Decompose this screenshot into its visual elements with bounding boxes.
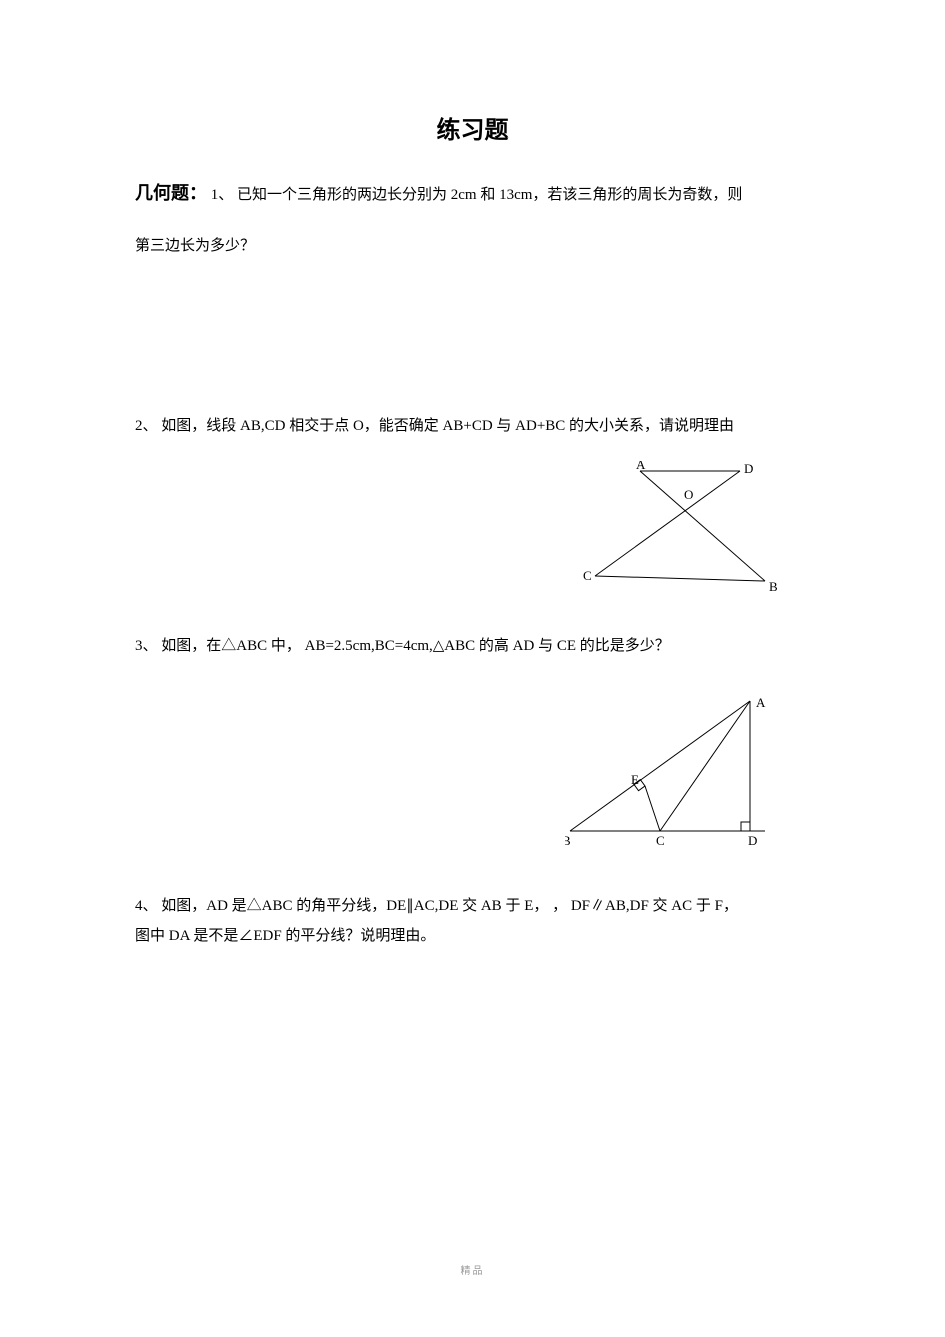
problem-3-text: 如图，在△ABC 中， AB=2.5cm,BC=4cm,△ABC 的高 AD 与… <box>161 638 669 654</box>
problem-1-num: 1、 <box>211 187 234 203</box>
problem-4-line1: 如图，AD 是△ABC 的角平分线，DE∥AC,DE 交 AB 于 E， ， D… <box>161 898 738 914</box>
problem-2-figure-wrap: A D C B O <box>135 461 810 591</box>
problem-4: 4、 如图，AD 是△ABC 的角平分线，DE∥AC,DE 交 AB 于 E， … <box>135 891 810 951</box>
page-title: 练习题 <box>135 110 810 145</box>
problem-1-line2: 第三边长为多少？ <box>135 238 255 254</box>
svg-text:C: C <box>656 833 665 848</box>
problem-2: 2、 如图，线段 AB,CD 相交于点 O，能否确定 AB+CD 与 AD+BC… <box>135 411 810 591</box>
problem-2-figure: A D C B O <box>580 461 780 591</box>
problem-2-num: 2、 <box>135 418 158 434</box>
problem-4-line2: 图中 DA 是不是∠EDF 的平分线？说明理由。 <box>135 928 435 944</box>
svg-text:B: B <box>769 579 778 591</box>
problem-3-figure-wrap: A B C D E <box>135 691 810 851</box>
svg-text:D: D <box>744 461 753 476</box>
section-label: 几何题： <box>135 183 207 203</box>
problem-1-line1: 已知一个三角形的两边长分别为 2cm 和 13cm，若该三角形的周长为奇数，则 <box>237 187 742 203</box>
problem-3-figure: A B C D E <box>565 691 780 851</box>
svg-text:D: D <box>748 833 757 848</box>
problem-1: 几何题： 1、 已知一个三角形的两边长分别为 2cm 和 13cm，若该三角形的… <box>135 175 810 261</box>
problem-3: 3、 如图，在△ABC 中， AB=2.5cm,BC=4cm,△ABC 的高 A… <box>135 631 810 851</box>
svg-text:A: A <box>756 695 766 710</box>
svg-text:B: B <box>565 833 571 848</box>
svg-text:C: C <box>583 568 592 583</box>
problem-3-num: 3、 <box>135 638 158 654</box>
problem-2-text: 如图，线段 AB,CD 相交于点 O，能否确定 AB+CD 与 AD+BC 的大… <box>161 418 734 434</box>
footer-watermark: 精品 <box>0 1262 945 1277</box>
svg-text:A: A <box>636 461 646 472</box>
svg-text:O: O <box>684 487 693 502</box>
svg-text:E: E <box>631 772 639 787</box>
problem-4-num: 4、 <box>135 898 158 914</box>
